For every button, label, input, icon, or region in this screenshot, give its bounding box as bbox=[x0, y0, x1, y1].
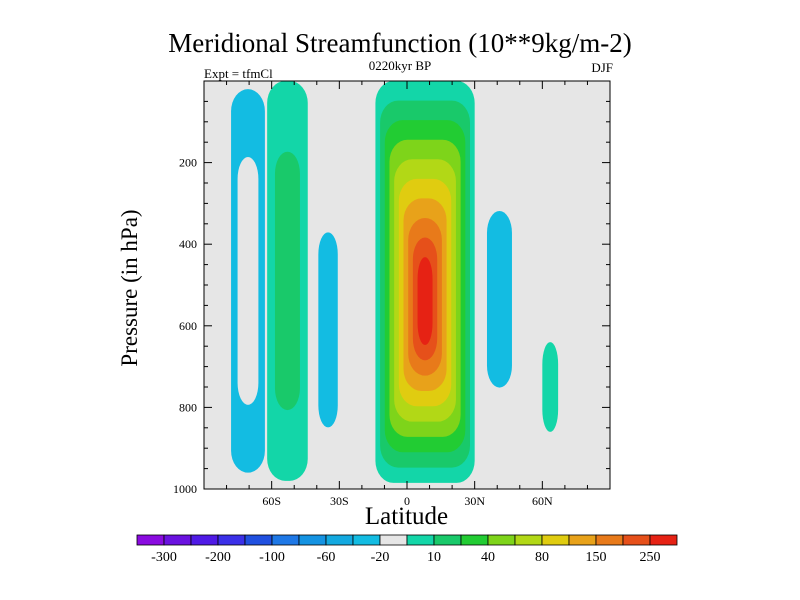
colorbar-label: 250 bbox=[640, 550, 661, 565]
colorbar-box bbox=[325, 534, 354, 546]
colorbar-box bbox=[649, 534, 678, 546]
colorbar-label: -60 bbox=[317, 550, 336, 565]
chart-title: Meridional Streamfunction (10**9kg/m-2) bbox=[168, 28, 632, 58]
x-tick-label: 30N bbox=[464, 494, 485, 508]
x-axis: 60S 30S 0 30N 60N bbox=[226, 81, 588, 508]
season-label: DJF bbox=[591, 60, 613, 75]
y-tick-label: 400 bbox=[179, 237, 197, 251]
colorbar-box bbox=[487, 534, 516, 546]
x-tick-label: 30S bbox=[330, 494, 349, 508]
colorbar-box bbox=[352, 534, 381, 546]
colorbar-box bbox=[136, 534, 165, 546]
colorbar-label: 10 bbox=[427, 550, 441, 565]
colorbar-box bbox=[298, 534, 327, 546]
contour-northern-polar-cell-0 bbox=[542, 342, 559, 432]
y-axis: 200 400 600 800 1000 bbox=[173, 100, 610, 496]
colorbar-label: -300 bbox=[151, 550, 177, 565]
colorbar-label: -100 bbox=[259, 550, 285, 565]
x-tick-label: 60N bbox=[532, 494, 553, 508]
y-tick-label: 200 bbox=[179, 156, 197, 170]
colorbar-box bbox=[217, 534, 246, 546]
colorbar-box bbox=[433, 534, 462, 546]
colorbar-box bbox=[406, 534, 435, 546]
contour-fill-layer bbox=[231, 81, 559, 483]
contour-southern-far-cell-1 bbox=[237, 157, 259, 405]
x-axis-title: Latitude bbox=[364, 503, 449, 530]
colorbar-box bbox=[244, 534, 273, 546]
contour-southern-positive-cell-1 bbox=[274, 151, 300, 411]
colorbar-box bbox=[163, 534, 192, 546]
colorbar-box bbox=[514, 534, 543, 546]
colorbar-label: -20 bbox=[371, 550, 390, 565]
colorbar-box bbox=[595, 534, 624, 546]
time-label: 0220kyr BP bbox=[368, 58, 432, 73]
contour-southern-midlat-cell-1 bbox=[318, 232, 338, 428]
colorbar-box bbox=[379, 534, 408, 546]
colorbar-box bbox=[568, 534, 597, 546]
colorbar-box bbox=[541, 534, 570, 546]
colorbar-box bbox=[622, 534, 651, 546]
y-tick-label: 800 bbox=[179, 400, 197, 414]
contour-northern-ferrel-cell-1 bbox=[486, 210, 512, 388]
experiment-label: Expt = tfmCl bbox=[204, 66, 273, 81]
colorbar-box bbox=[190, 534, 219, 546]
colorbar-label: 40 bbox=[481, 550, 495, 565]
colorbar-label: 80 bbox=[535, 550, 549, 565]
colorbar-box bbox=[460, 534, 489, 546]
colorbar: -300 -200 -100 -60 -20 10 40 80 150 250 bbox=[136, 534, 678, 565]
colorbar-label: -200 bbox=[205, 550, 231, 565]
y-tick-label: 600 bbox=[179, 319, 197, 333]
x-tick-label: 0 bbox=[404, 494, 410, 508]
colorbar-label: 150 bbox=[586, 550, 607, 565]
y-tick-label: 1000 bbox=[173, 482, 197, 496]
colorbar-box bbox=[271, 534, 300, 546]
contour-hadley-cell-9 bbox=[417, 257, 433, 346]
x-tick-label: 60S bbox=[262, 494, 281, 508]
